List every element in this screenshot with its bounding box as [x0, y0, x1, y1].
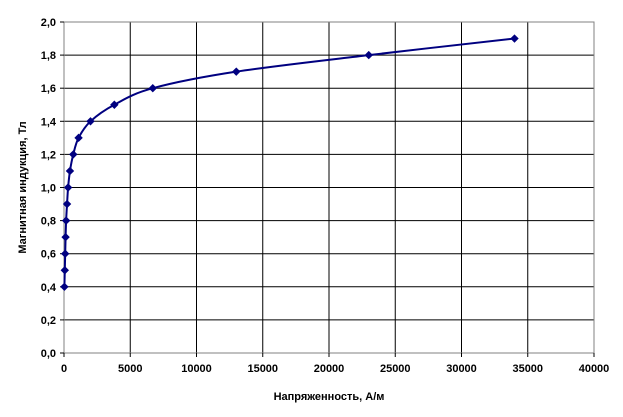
- y-tick-label: 1,8: [41, 50, 56, 62]
- data-point-marker: [110, 100, 119, 109]
- x-tick-label: 40000: [579, 363, 610, 375]
- data-point-marker: [232, 67, 241, 76]
- x-tick-label: 0: [61, 363, 67, 375]
- y-tick-label: 0,2: [41, 315, 56, 327]
- y-tick-label: 0,0: [41, 348, 56, 360]
- data-point-marker: [364, 50, 373, 60]
- data-point-marker: [60, 266, 70, 275]
- axes: 0 5000 10000 15000 20000 25000 30000 35000 40000…: [41, 17, 610, 375]
- data-point-marker: [148, 83, 157, 93]
- data-point-marker: [60, 249, 70, 258]
- data-point-marker: [61, 216, 71, 225]
- data-point-marker: [61, 232, 70, 242]
- data-point-marker: [69, 150, 78, 159]
- x-tick-label: 15000: [247, 363, 278, 375]
- y-tick-label: 1,2: [41, 149, 56, 161]
- x-tick-label: 20000: [314, 363, 345, 375]
- data-point-marker: [510, 34, 519, 43]
- y-tick-label: 0,6: [41, 249, 56, 261]
- y-axis-title: Магнитная индукция, Тл: [17, 121, 29, 253]
- series-line: [63, 37, 515, 287]
- x-tick-label: 30000: [446, 363, 477, 375]
- x-tick-label: 10000: [181, 363, 212, 375]
- y-tick-label: 1,0: [41, 183, 56, 195]
- y-tick-label: 1,4: [41, 116, 57, 128]
- series: [60, 34, 519, 292]
- data-point-marker: [60, 282, 69, 292]
- data-point-marker: [65, 166, 75, 176]
- grid: [63, 21, 595, 354]
- x-axis-title: Напряженность, А/м: [274, 391, 385, 403]
- y-tick-label: 2,0: [41, 17, 56, 29]
- x-tick-label: 35000: [512, 363, 543, 375]
- data-point-marker: [86, 117, 95, 126]
- data-point-marker: [63, 183, 73, 192]
- y-tick-label: 0,8: [41, 216, 56, 228]
- y-tick-label: 0,4: [41, 282, 57, 294]
- y-tick-label: 1,6: [41, 83, 56, 95]
- data-point-marker: [74, 133, 83, 143]
- x-tick-label: 25000: [380, 363, 411, 375]
- x-tick-label: 5000: [118, 363, 142, 375]
- data-point-marker: [62, 199, 72, 209]
